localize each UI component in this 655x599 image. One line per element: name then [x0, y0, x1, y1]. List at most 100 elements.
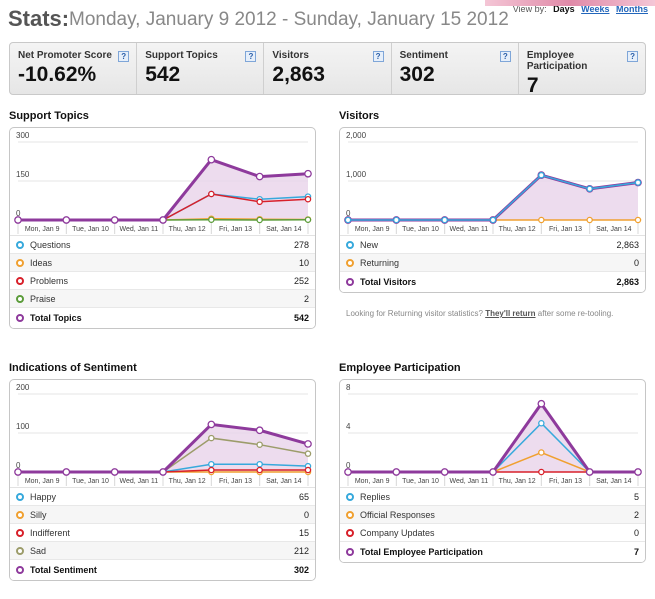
data-point[interactable] — [441, 216, 448, 224]
help-icon[interactable]: ? — [118, 51, 130, 62]
kpi-employee-participation: Employee Participation 7 ? — [519, 43, 645, 97]
data-point[interactable] — [586, 185, 593, 193]
help-icon[interactable]: ? — [245, 51, 257, 62]
data-point[interactable] — [256, 466, 263, 474]
data-point[interactable] — [392, 468, 401, 476]
view-weeks-link[interactable]: Weeks — [581, 4, 610, 14]
data-point[interactable] — [110, 216, 119, 224]
data-point[interactable] — [537, 399, 546, 408]
legend-value: 15 — [298, 527, 309, 538]
data-point[interactable] — [634, 179, 642, 186]
data-point[interactable] — [14, 216, 22, 224]
visitors-legend: New 2,863 Returning 0 Total Visitors 2,863 — [340, 236, 645, 292]
series-area — [348, 175, 638, 220]
data-point[interactable] — [304, 169, 312, 178]
legend-value: 278 — [293, 239, 309, 250]
series-marker-icon — [346, 258, 354, 267]
legend-value: 2,863 — [616, 277, 639, 287]
data-point[interactable] — [208, 190, 215, 198]
data-point[interactable] — [538, 420, 545, 427]
x-axis-labels: Mon, Jan 9 Tue, Jan 10 Wed, Jan 11 Thu, Jan… — [340, 478, 645, 490]
legend-row: New 2,863 — [340, 236, 645, 254]
series-marker-icon — [346, 278, 354, 286]
page-header: Stats: Monday, January 9 2012 - Sunday, … — [8, 4, 648, 34]
help-icon[interactable]: ? — [372, 51, 384, 62]
date-range: Monday, January 9 2012 - Sunday, January… — [69, 9, 509, 30]
data-point[interactable] — [110, 468, 119, 476]
legend-total-row: Total Visitors 2,863 — [340, 272, 645, 292]
data-point[interactable] — [538, 216, 545, 224]
view-months-link[interactable]: Months — [616, 4, 648, 14]
data-point[interactable] — [304, 195, 312, 203]
data-point[interactable] — [256, 216, 263, 224]
x-tick-label: Wed, Jan 11 — [449, 226, 489, 233]
data-point[interactable] — [344, 216, 352, 224]
legend-label: Replies — [360, 491, 391, 502]
series-area — [348, 403, 638, 472]
view-days-option[interactable]: Days — [553, 4, 575, 14]
data-point[interactable] — [62, 468, 71, 476]
chart-svg — [344, 141, 642, 234]
kpi-title: Employee Participation — [526, 50, 588, 72]
visitors-panel: 0 1,000 2,000 Mon, Jan 9 Tue, Jan 10 Wed, Jan… — [339, 127, 646, 293]
series-marker-icon — [346, 492, 354, 501]
legend-value: 5 — [633, 491, 639, 502]
legend-label: Silly — [30, 509, 47, 520]
data-point[interactable] — [304, 466, 312, 474]
data-point[interactable] — [256, 198, 263, 206]
data-point[interactable] — [634, 216, 642, 224]
data-point[interactable] — [255, 172, 264, 181]
data-point[interactable] — [393, 216, 400, 224]
data-point[interactable] — [159, 216, 167, 224]
theyll-return-link[interactable]: They'll return — [485, 309, 536, 318]
x-tick-label: Sat, Jan 14 — [266, 226, 302, 233]
series-marker-icon — [16, 546, 24, 555]
returning-visitors-note: Looking for Returning visitor statistics… — [346, 309, 613, 318]
data-point[interactable] — [208, 460, 215, 468]
legend-row: Replies 5 — [340, 488, 645, 506]
data-point[interactable] — [304, 450, 312, 457]
kpi-value: 542 — [145, 63, 181, 86]
data-point[interactable] — [256, 460, 263, 468]
data-point[interactable] — [208, 216, 215, 223]
legend-label: Total Employee Participation — [360, 547, 483, 557]
data-point[interactable] — [489, 468, 497, 476]
y-tick-label: 0 — [346, 209, 351, 218]
data-point[interactable] — [538, 449, 545, 456]
employee-participation-chart: 0 4 8 Mon, Jan 9 Tue, Jan 10 Wed, Jan 11 Thu, … — [340, 380, 645, 488]
data-point[interactable] — [344, 468, 352, 476]
data-point[interactable] — [207, 155, 216, 164]
data-point[interactable] — [440, 468, 449, 476]
legend-row: Praise 2 — [10, 290, 315, 308]
help-icon[interactable]: ? — [627, 51, 639, 62]
legend-total-row: Total Employee Participation 7 — [340, 542, 645, 562]
data-point[interactable] — [634, 468, 642, 476]
data-point[interactable] — [586, 216, 593, 224]
legend-label: Total Visitors — [360, 277, 417, 287]
legend-row: Problems 252 — [10, 272, 315, 290]
kpi-value: -10.62% — [18, 63, 97, 86]
data-point[interactable] — [255, 426, 264, 435]
legend-row: Indifferent 15 — [10, 524, 315, 542]
data-point[interactable] — [538, 171, 545, 179]
data-point[interactable] — [14, 468, 22, 476]
data-point[interactable] — [489, 216, 497, 224]
stats-label: Stats: — [8, 6, 70, 31]
data-point[interactable] — [207, 420, 216, 429]
data-point[interactable] — [208, 466, 215, 474]
data-point[interactable] — [585, 468, 594, 476]
data-point[interactable] — [159, 468, 167, 476]
help-icon[interactable]: ? — [499, 51, 511, 62]
data-point[interactable] — [304, 216, 312, 223]
data-point[interactable] — [304, 440, 312, 448]
data-point[interactable] — [62, 216, 71, 224]
data-point[interactable] — [538, 468, 545, 476]
data-point[interactable] — [256, 441, 263, 448]
chart-svg — [344, 393, 642, 486]
y-tick-label: 0 — [16, 209, 21, 218]
x-tick-label: Thu, Jan 12 — [498, 226, 536, 233]
data-point[interactable] — [208, 434, 215, 442]
legend-label: Returning — [360, 257, 400, 268]
support-topics-chart: 0 150 300 Mon, Jan 9 Tue, Jan 10 Wed, Jan 11 T… — [10, 128, 315, 236]
x-tick-label: Mon, Jan 9 — [24, 478, 60, 485]
